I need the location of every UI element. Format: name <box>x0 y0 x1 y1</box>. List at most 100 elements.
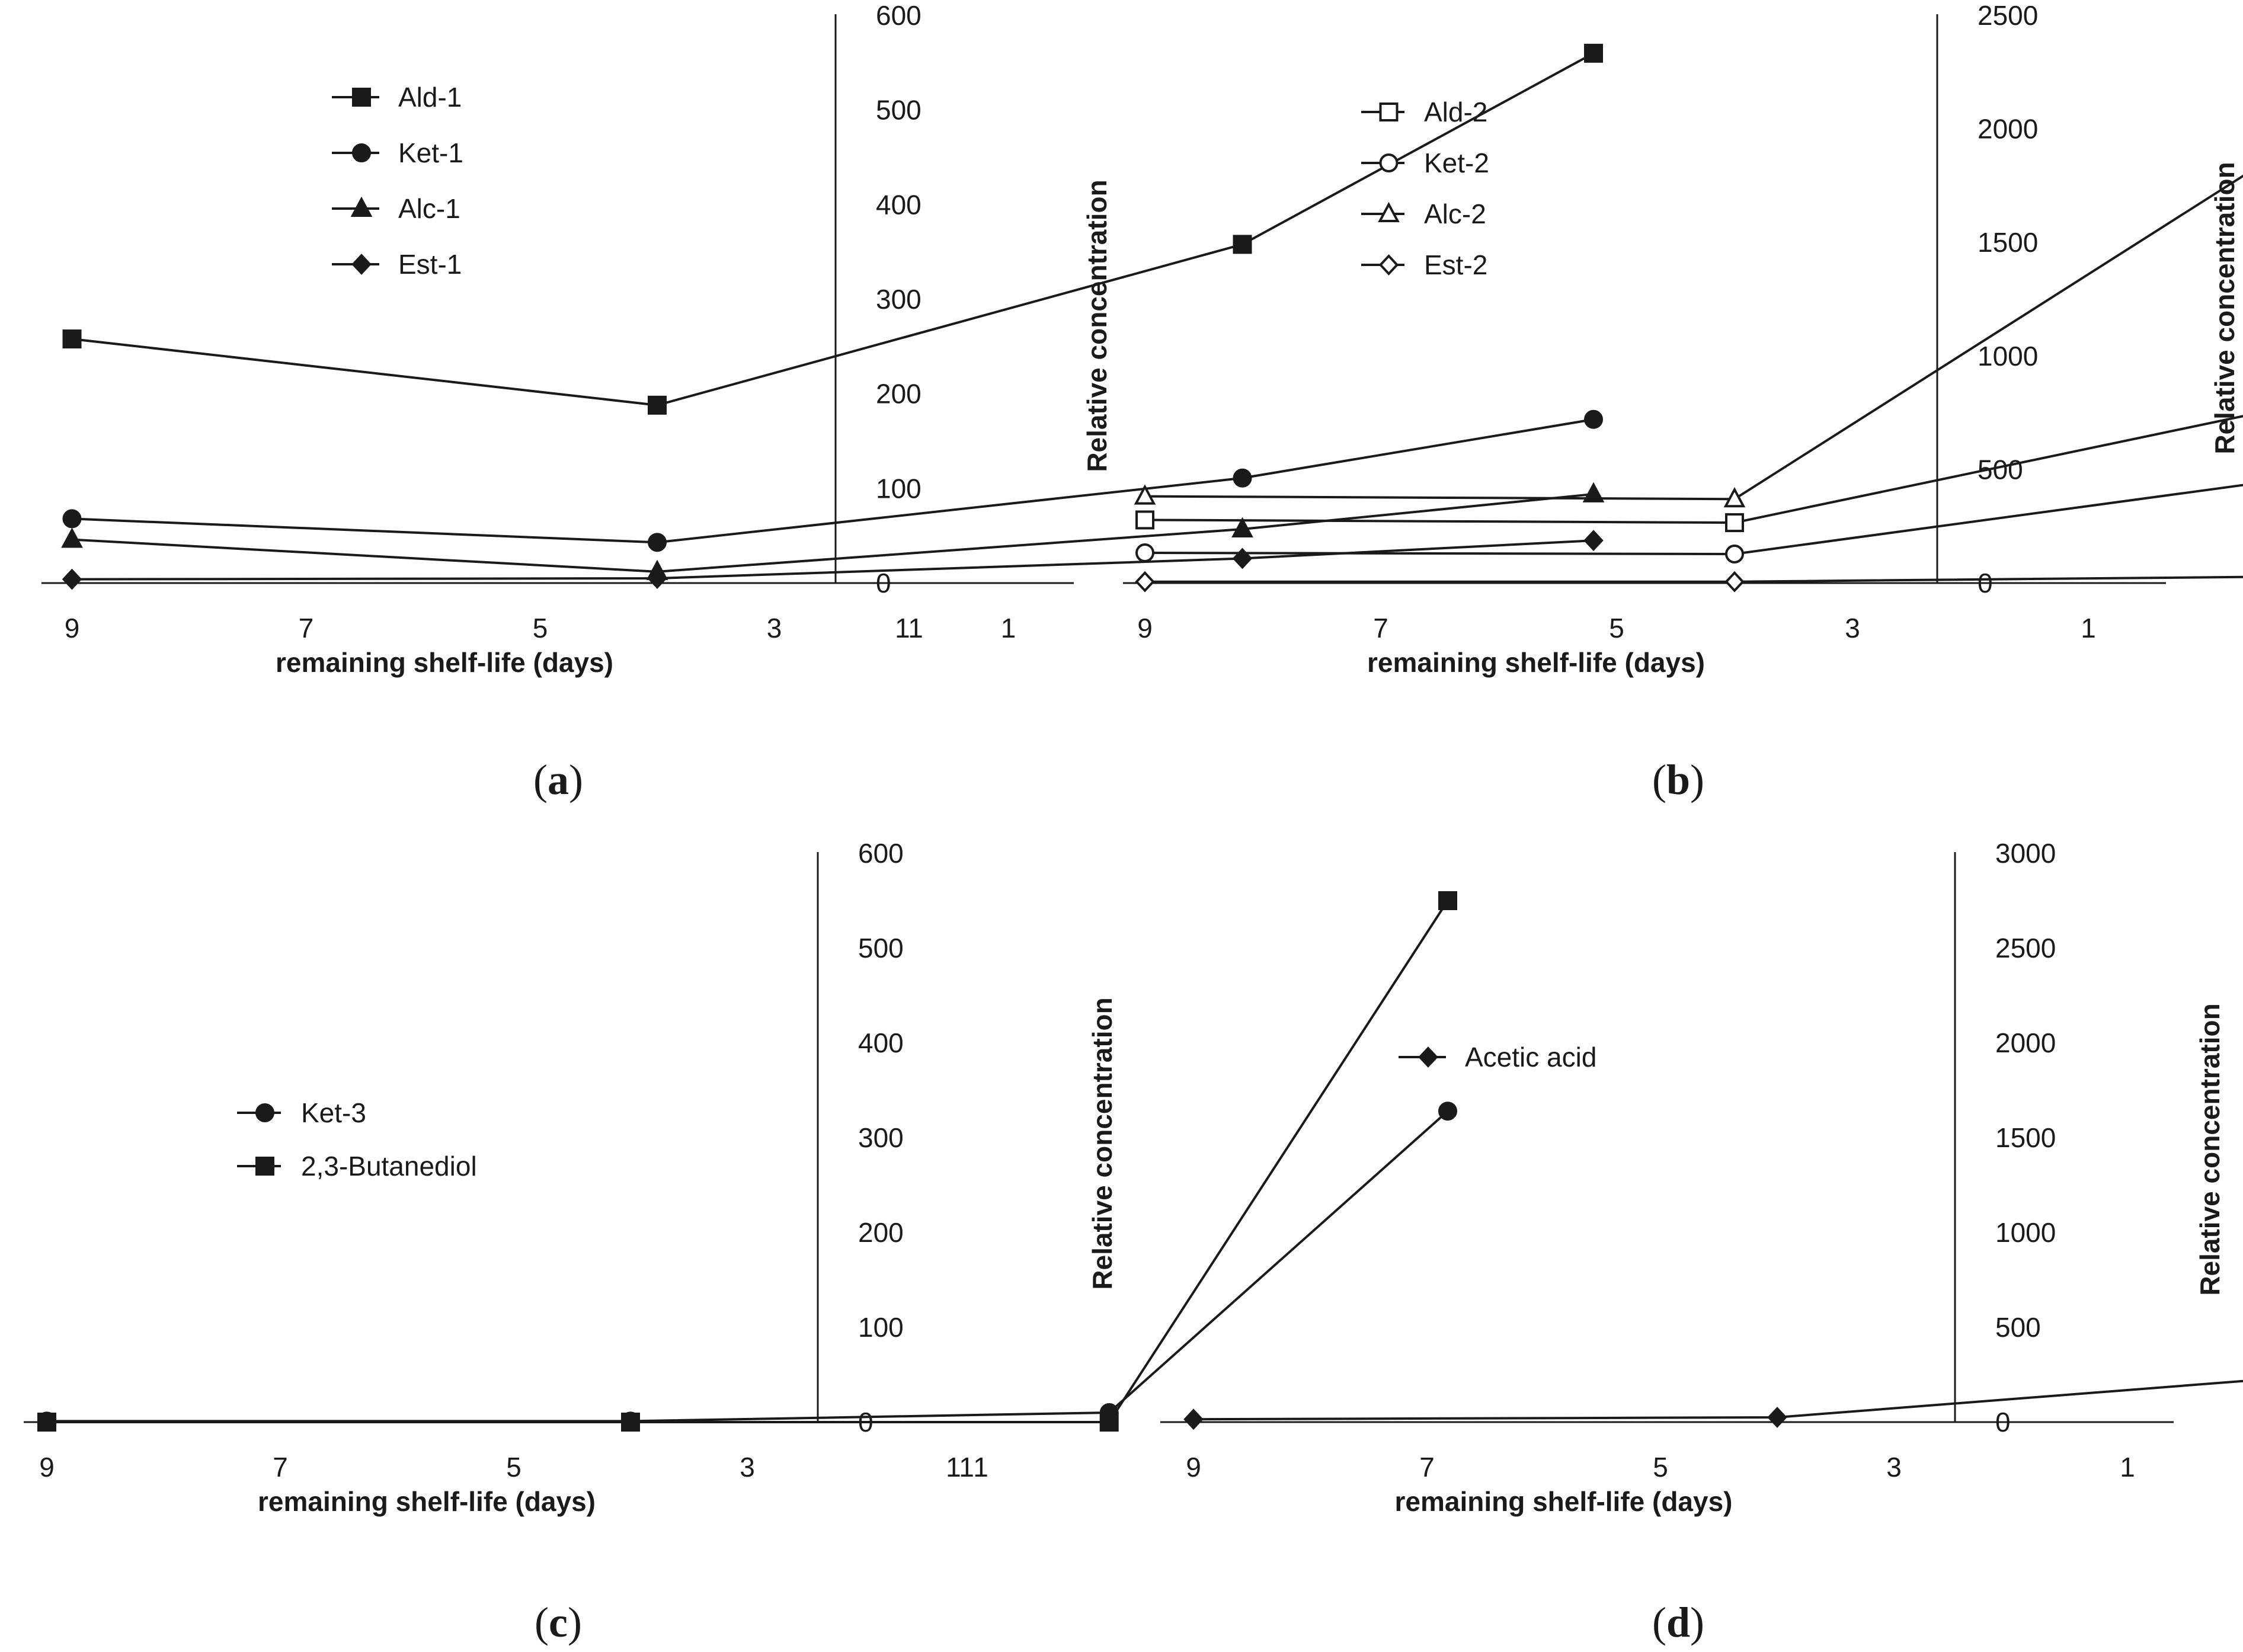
series-line-2,3-Butanediol <box>47 899 1449 1423</box>
y-tick-label: 2000 <box>1995 1027 2056 1058</box>
y-axis-title-left: Relative concentration <box>1087 997 1118 1289</box>
y-tick-label: 2500 <box>1978 0 2038 31</box>
x-tick-label: 5 <box>1653 1452 1668 1483</box>
data-point <box>37 1413 56 1432</box>
y-tick-label: 600 <box>858 838 904 869</box>
legend-label: Ket-2 <box>1424 148 1489 178</box>
x-tick-label: 11 <box>946 1452 974 1483</box>
panel-label-c: (c) <box>535 1599 582 1646</box>
x-tick-label: 7 <box>299 613 314 643</box>
data-point <box>647 568 667 589</box>
y-axis-title-right: Relative concentration <box>2194 1003 2225 1295</box>
y-tick-label: 1500 <box>1995 1122 2056 1153</box>
x-tick-label: 9 <box>1186 1452 1201 1483</box>
x-tick-label: 5 <box>533 613 548 643</box>
x-tick-label: 1 <box>2081 613 2096 643</box>
legend-label: 2,3-Butanediol <box>301 1151 477 1182</box>
panel-c: 11975310100200300400500600remaining shel… <box>24 838 1457 1517</box>
data-point <box>1135 543 1154 563</box>
y-tick-label: 400 <box>876 189 921 220</box>
y-tick-label: 600 <box>876 0 921 31</box>
y-tick-label: 200 <box>876 379 921 409</box>
data-point <box>1231 517 1253 537</box>
data-point <box>1725 544 1744 564</box>
legend-marker <box>1378 254 1399 276</box>
legend-label: Est-2 <box>1424 249 1487 280</box>
data-point <box>1723 486 1746 508</box>
data-point <box>62 509 82 529</box>
data-point <box>1583 530 1604 552</box>
series-line-Alc-2 <box>1144 174 2243 501</box>
y-tick-label: 1000 <box>1995 1217 2056 1248</box>
data-point <box>621 1413 640 1432</box>
series-line-Ald-2 <box>1144 415 2243 524</box>
legend-marker <box>255 1157 274 1176</box>
y-tick-label: 0 <box>1995 1407 2011 1438</box>
series-line-Ket-2 <box>1144 484 2243 555</box>
legend-marker <box>351 254 372 275</box>
x-tick-label: 1 <box>2120 1452 2135 1483</box>
y-tick-label: 100 <box>858 1312 904 1343</box>
legend-marker <box>1379 153 1399 172</box>
legend-label: Ald-2 <box>1424 97 1487 127</box>
data-point <box>1582 482 1605 502</box>
legend-marker <box>1379 103 1399 121</box>
y-tick-label: 300 <box>858 1122 904 1153</box>
legend-marker <box>352 88 371 107</box>
y-tick-label: 3000 <box>1995 838 2056 869</box>
legend-marker <box>350 196 373 217</box>
series-line-Alc-1 <box>72 492 1594 573</box>
legend-label: Alc-2 <box>1424 199 1486 229</box>
y-tick-label: 400 <box>858 1027 904 1058</box>
y-tick-label: 1000 <box>1978 341 2038 372</box>
y-tick-label: 200 <box>858 1217 904 1248</box>
y-axis-title-right: Relative concentration <box>2209 162 2240 454</box>
series-line-Acetic acid <box>1193 1379 2243 1421</box>
x-tick-label: 9 <box>1137 613 1153 643</box>
data-point <box>1135 571 1155 593</box>
x-tick-label: 9 <box>65 613 80 643</box>
panel-label-a: (a) <box>533 756 583 803</box>
series-line-Est-1 <box>72 539 1594 581</box>
x-tick-label: 3 <box>1886 1452 1902 1483</box>
panel-label-d: (d) <box>1652 1599 1704 1646</box>
y-tick-label: 0 <box>1978 568 1993 598</box>
data-point <box>1725 513 1744 533</box>
x-tick-label: 7 <box>1373 613 1388 643</box>
y-tick-label: 300 <box>876 284 921 315</box>
y-tick-label: 500 <box>1995 1312 2041 1343</box>
x-tick-label: 1 <box>973 1452 988 1483</box>
x-axis-title: remaining shelf-life (days) <box>1394 1486 1732 1517</box>
data-point <box>1134 484 1156 505</box>
legend-label: Alc-1 <box>398 193 460 224</box>
data-point <box>1135 510 1154 530</box>
legend-marker <box>255 1103 274 1122</box>
x-tick-label: 3 <box>767 613 782 643</box>
data-point <box>62 329 82 349</box>
x-tick-label: 5 <box>1609 613 1624 643</box>
data-point <box>1584 409 1603 429</box>
x-axis-title: remaining shelf-life (days) <box>1367 647 1705 678</box>
panel-label-b: (b) <box>1652 756 1704 803</box>
x-tick-label: 9 <box>39 1452 55 1483</box>
x-tick-label: 3 <box>740 1452 755 1483</box>
x-tick-label: 7 <box>273 1452 288 1483</box>
series-line-Ket-1 <box>72 418 1594 544</box>
legend-marker <box>1418 1046 1438 1068</box>
y-tick-label: 0 <box>876 568 891 598</box>
legend-marker <box>352 143 371 162</box>
x-axis-title: remaining shelf-life (days) <box>258 1486 596 1517</box>
legend-label: Ald-1 <box>398 82 462 113</box>
data-point <box>1438 891 1457 910</box>
data-point <box>1183 1408 1204 1430</box>
x-axis-title: remaining shelf-life (days) <box>276 647 613 678</box>
x-tick-label: 1 <box>1001 613 1016 643</box>
panel-a: 11 9 7 5 3 1 0 100 200 300 400 500 600 remaining shel… <box>41 0 1605 678</box>
series-line-Est-2 <box>1145 575 2243 583</box>
y-tick-label: 1500 <box>1978 227 2038 258</box>
data-point <box>61 527 83 548</box>
data-point <box>1233 235 1252 254</box>
data-point <box>62 568 82 590</box>
x-tick-label: 11 <box>895 613 923 643</box>
